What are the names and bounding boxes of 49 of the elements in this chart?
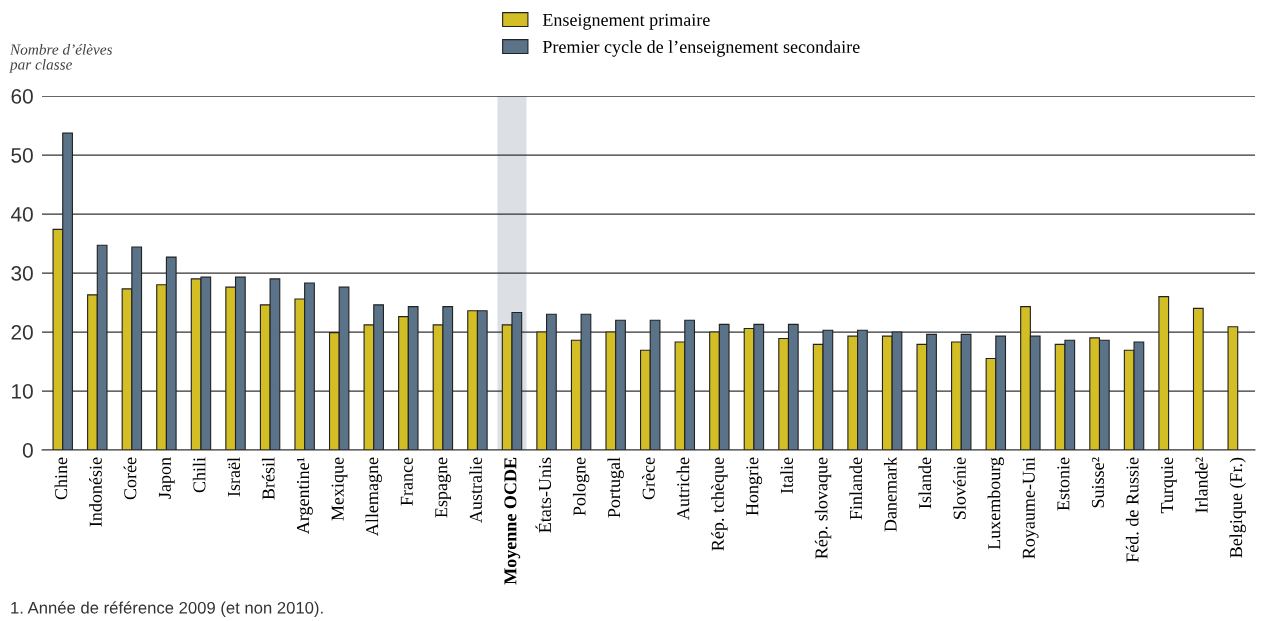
- x-tick-label: Corée: [123, 457, 137, 500]
- x-tick-label: Pologne: [572, 457, 590, 516]
- y-tick-label: 0: [22, 443, 33, 458]
- x-tick-label: États-Unis: [535, 457, 552, 533]
- y-tick-label: 40: [10, 207, 33, 222]
- x-tick-label: Mexique: [331, 457, 348, 521]
- x-tick-label: Suisse²: [1091, 457, 1105, 508]
- y-tick-label: 50: [11, 148, 33, 163]
- x-tick-label: Royaume-Uni: [1022, 457, 1039, 559]
- x-tick-label: Féd. de Russie: [1125, 457, 1139, 563]
- x-tick-label: Moyenne OCDE: [504, 457, 521, 585]
- bar: [1227, 326, 1239, 450]
- bar: [1192, 307, 1204, 450]
- legend-label: Enseignement primaire: [542, 13, 710, 30]
- x-tick-label: Rép. slovaque: [814, 457, 832, 559]
- x-tick-label: Allemagne: [365, 457, 382, 536]
- x-tick-label: Israël: [227, 457, 241, 497]
- y-axis-title: Nombre d’élèves par classe: [9, 43, 113, 73]
- x-tick-label: Danemark: [883, 456, 897, 532]
- x-tick-label: Italie: [780, 457, 793, 494]
- x-tick-label: Japon: [158, 457, 175, 499]
- x-tick-label: Portugal: [607, 457, 624, 518]
- x-tick-label: Brésil: [261, 457, 275, 500]
- legend-label: Premier cycle de l’enseignement secondaire: [542, 40, 860, 57]
- x-tick-label: Islande: [918, 457, 932, 509]
- x-tick-label: Slovénie: [953, 457, 966, 519]
- y-tick-label: 30: [11, 266, 33, 281]
- x-tick-label: Grèce: [642, 457, 655, 500]
- x-tick-label: Autriche: [676, 457, 690, 520]
- x-tick-label: Chili: [192, 457, 206, 493]
- x-tick-label: Australie: [469, 457, 482, 523]
- text: 1. Année de référence 2009 (et non 2010).: [11, 601, 323, 617]
- x-tick-label: Turquie: [1160, 457, 1177, 514]
- y-tick-label: 60: [11, 89, 33, 104]
- y-tick-label: 10: [12, 384, 33, 399]
- x-tick-label: Argentine¹: [296, 457, 313, 535]
- x-tick-label: Indonésie: [89, 457, 102, 527]
- x-tick-label: France: [400, 457, 413, 506]
- bar: [1158, 296, 1170, 450]
- x-tick-label: Espagne: [435, 457, 452, 518]
- x-tick-label: Estonie: [1057, 457, 1070, 511]
- x-tick-label: Belgique (Fr.): [1229, 457, 1246, 558]
- x-tick-label: Rép. tchèque: [711, 457, 728, 551]
- x-tick-label: Hongrie: [746, 457, 763, 516]
- x-tick-label: Chine: [54, 457, 68, 500]
- y-tick-label: 20: [11, 325, 33, 340]
- x-tick-label: Finlande: [849, 457, 863, 520]
- x-tick-label: Luxembourg: [987, 457, 1005, 550]
- x-tick-label: Irlande²: [1194, 457, 1208, 513]
